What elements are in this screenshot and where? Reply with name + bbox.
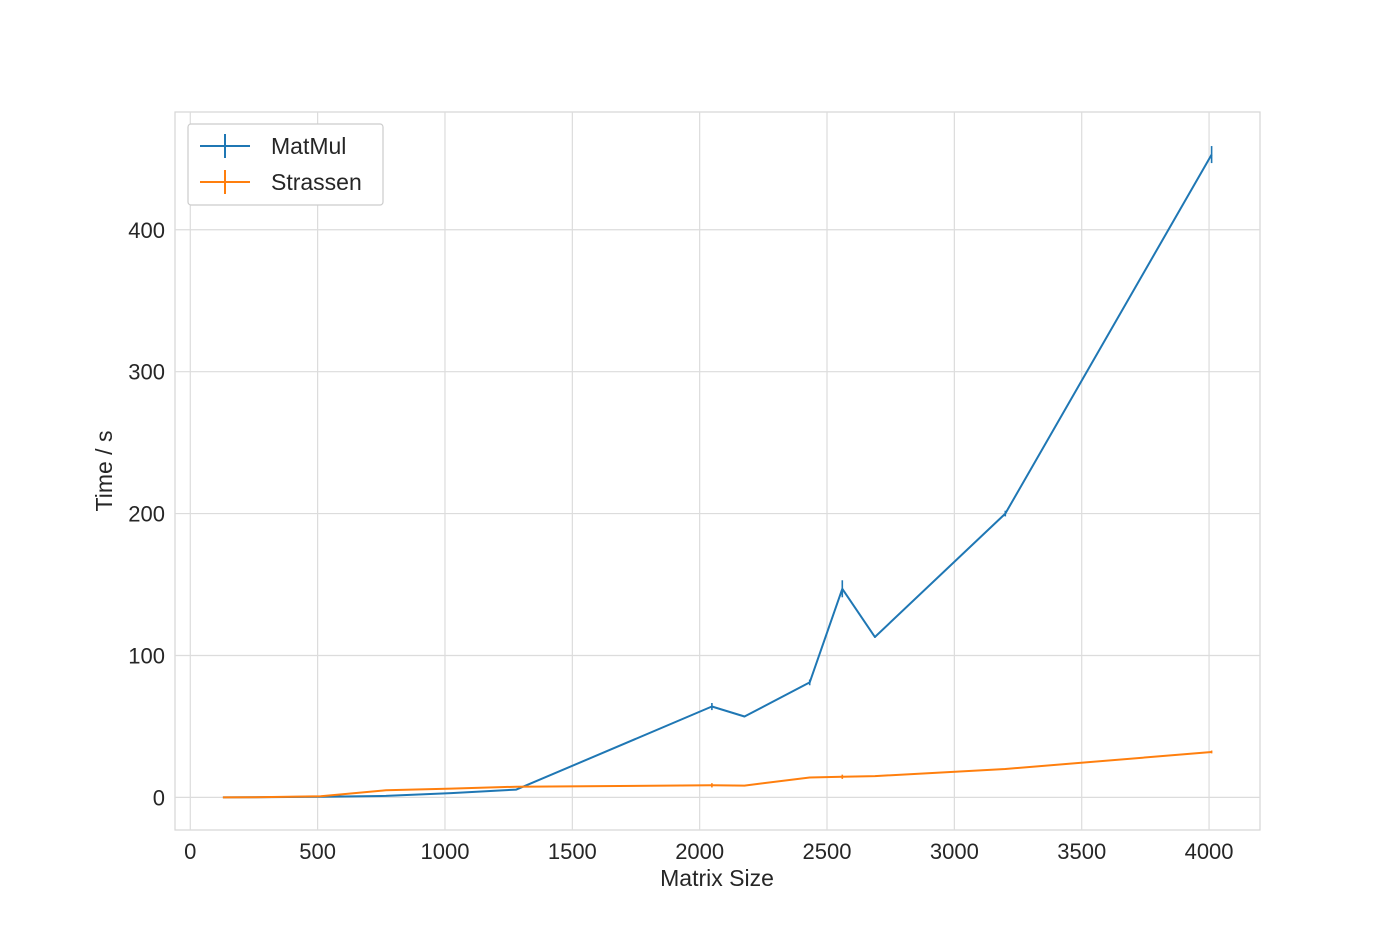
series-layer bbox=[222, 146, 1213, 799]
x-tick-label: 2500 bbox=[803, 839, 852, 864]
x-tick-label: 1500 bbox=[548, 839, 597, 864]
grid bbox=[175, 112, 1260, 830]
x-tick-label: 4000 bbox=[1185, 839, 1234, 864]
y-tick-label: 200 bbox=[128, 502, 165, 527]
y-tick-label: 0 bbox=[153, 785, 165, 810]
legend-box bbox=[187, 123, 384, 206]
x-tick-label: 3000 bbox=[930, 839, 979, 864]
y-tick-label: 100 bbox=[128, 643, 165, 668]
x-tick-label: 3500 bbox=[1057, 839, 1106, 864]
x-tick-labels: 0 500 1000 1500 2000 2500 3000 3500 4000 bbox=[184, 839, 1233, 864]
y-tick-label: 400 bbox=[128, 218, 165, 243]
legend: MatMul Strassen bbox=[187, 123, 384, 206]
x-tick-label: 1000 bbox=[420, 839, 469, 864]
y-tick-labels: 0 100 200 300 400 bbox=[128, 218, 165, 811]
y-axis-title: Time / s bbox=[91, 431, 117, 512]
series-strassen bbox=[222, 750, 1213, 799]
legend-label-matmul: MatMul bbox=[271, 133, 346, 159]
x-tick-label: 0 bbox=[184, 839, 196, 864]
legend-label-strassen: Strassen bbox=[271, 169, 362, 195]
x-tick-label: 500 bbox=[299, 839, 336, 864]
plot-background bbox=[174, 111, 1261, 831]
x-tick-label: 2000 bbox=[675, 839, 724, 864]
y-tick-label: 300 bbox=[128, 360, 165, 385]
x-axis-title: Matrix Size bbox=[660, 865, 774, 891]
